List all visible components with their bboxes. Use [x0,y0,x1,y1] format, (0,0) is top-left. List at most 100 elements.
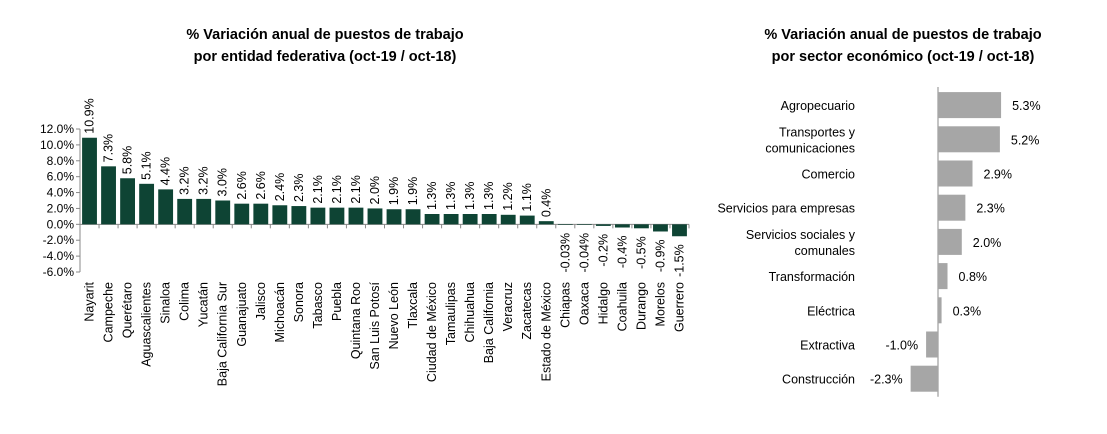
data-label: -0.03% [558,233,572,273]
category-label: Servicios para empresas [717,202,855,216]
category-label: Tamaulipas [444,282,458,345]
category-label: Baja California Sur [216,282,230,386]
bar [938,297,942,324]
y-tick-label: 4.0% [47,186,75,200]
category-label: comunicaciones [765,141,855,155]
category-label: Nuevo León [387,282,401,349]
bar [938,126,1000,153]
bar [329,207,345,225]
data-label: 5.3% [1012,99,1041,113]
bar [938,263,948,290]
right-chart-title-line1: % Variación anual de puestos de trabajo [764,27,1041,43]
left-chart-title-line1: % Variación anual de puestos de trabajo [186,27,463,43]
category-label: comunales [795,244,855,258]
category-label: Sonora [292,282,306,322]
data-label: 1.3% [444,182,458,211]
bar [310,207,326,225]
category-label: Sinaloa [159,282,173,324]
category-label: Morelos [653,282,667,326]
bar [938,160,973,187]
data-label: 3.2% [178,166,192,195]
category-label: Oaxaca [577,282,591,325]
data-label: 5.2% [1011,133,1040,147]
data-label: -0.5% [634,236,648,269]
category-label: Chiapas [558,282,572,328]
data-label: 1.3% [425,182,439,211]
data-label: 5.1% [140,151,154,180]
data-label: 10.9% [83,98,97,133]
bar [196,198,212,225]
data-label: -0.2% [596,234,610,267]
data-label: 2.1% [311,175,325,204]
bar [910,365,938,392]
y-tick-label: -2.0% [43,233,75,247]
y-tick-label: 6.0% [47,170,75,184]
data-label: 2.3% [292,174,306,203]
category-label: Yucatán [197,282,211,327]
category-label: Veracruz [501,282,515,331]
data-label: -2.3% [870,373,903,387]
category-label: Baja California [482,282,496,363]
data-label: 1.3% [482,182,496,211]
data-label: -0.4% [615,236,629,269]
category-label: Estado de México [539,282,553,381]
bar [291,206,307,225]
category-label: Transformación [769,270,855,284]
data-label: 1.2% [501,182,515,211]
data-label: 5.8% [121,146,135,175]
y-tick-label: 12.0% [40,122,74,136]
category-label: Campeche [102,282,116,342]
bar [272,205,288,225]
category-label: Zacatecas [520,282,534,340]
data-label: 7.3% [102,134,116,163]
right-chart-title-line2: por sector económico (oct-19 / oct-18) [772,49,1035,65]
data-label: 2.6% [254,171,268,200]
data-label: 0.4% [539,189,553,218]
data-label: 2.1% [349,175,363,204]
bar [367,208,383,225]
data-label: 2.1% [330,175,344,204]
category-label: Ciudad de México [425,282,439,382]
bar [158,189,174,225]
data-label: 0.8% [959,270,988,284]
data-label: 1.3% [463,182,477,211]
bar [253,203,269,225]
bar [538,221,554,225]
category-label: Jalisco [254,282,268,320]
bar [614,224,630,228]
data-label: 3.0% [216,168,230,197]
category-label: Durango [634,282,648,330]
category-label: Guerrero [672,282,686,332]
bar [215,200,231,225]
bar [443,214,459,225]
data-label: 1.9% [387,177,401,206]
y-tick-label: 10.0% [40,138,74,152]
bar [576,224,592,225]
bar [926,331,938,358]
category-label: Aguascalientes [140,282,154,367]
bar [481,214,497,225]
bar [500,214,516,225]
category-label: Hidalgo [596,282,610,324]
bar [595,224,611,226]
category-label: Agropecuario [781,99,855,113]
data-label: 0.3% [953,304,982,318]
data-label: 2.9% [984,168,1013,182]
bar [519,215,535,225]
data-label: -0.9% [653,239,667,272]
category-label: Coahuila [615,282,629,331]
category-label: Transportes y [779,125,856,139]
data-label: 2.0% [973,236,1002,250]
category-label: Colima [178,282,192,321]
bar [234,203,250,225]
y-tick-label: 8.0% [47,154,75,168]
y-tick-label: -6.0% [43,265,75,279]
data-label: 1.9% [406,177,420,206]
category-label: Tlaxcala [406,282,420,329]
y-tick-label: 2.0% [47,201,75,215]
y-tick-label: -4.0% [43,249,75,263]
category-label: San Luis Potosí [368,281,382,369]
category-label: Guanajuato [235,282,249,347]
bar [938,194,966,221]
bar [653,224,668,232]
